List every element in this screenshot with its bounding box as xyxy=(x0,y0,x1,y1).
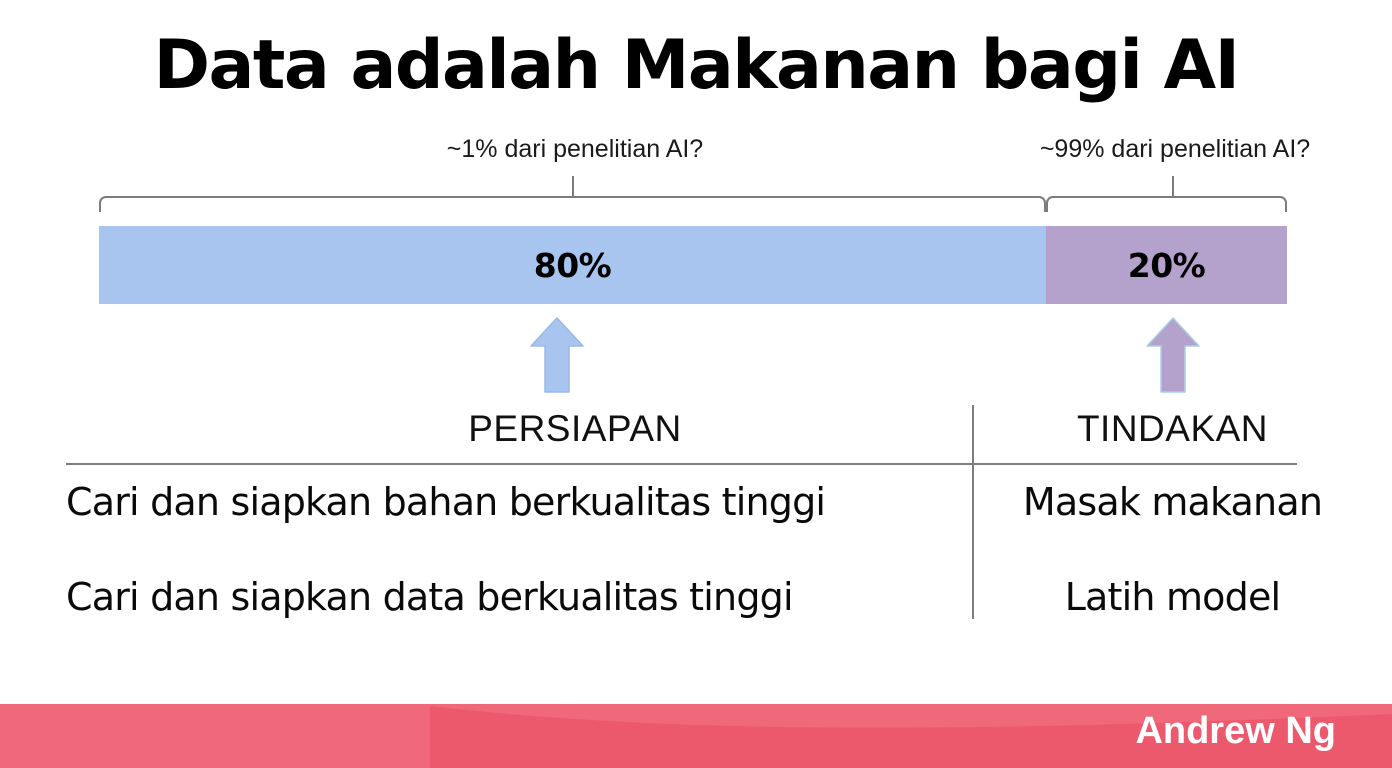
footer-band: Andrew Ng xyxy=(0,704,1392,768)
left-share-annotation: ~1% dari penelitian AI? xyxy=(446,135,704,163)
bar-segment-persiapan: 80% xyxy=(99,226,1046,304)
prep-arrow-icon xyxy=(529,316,585,394)
horizontal-divider xyxy=(66,463,1297,465)
author-name: Andrew Ng xyxy=(1135,710,1336,752)
section-caption-tindakan: TINDAKAN xyxy=(1076,408,1269,449)
bar-segment-tindakan: 20% xyxy=(1046,226,1287,304)
section-caption-persiapan: PERSIAPAN xyxy=(468,408,682,449)
right-bracket-tick xyxy=(1172,176,1174,198)
detail-right-row-1: Masak makanan xyxy=(1022,480,1323,524)
left-bracket-tick xyxy=(572,176,574,198)
detail-right-row-2: Latih model xyxy=(1064,575,1281,619)
right-bracket xyxy=(1046,196,1287,212)
detail-left-row-1: Cari dan siapkan bahan berkualitas tingg… xyxy=(66,480,826,524)
action-arrow-icon xyxy=(1145,316,1201,394)
page-title: Data adalah Makanan bagi AI xyxy=(153,26,1240,105)
footer-swoosh-decoration xyxy=(430,706,1392,768)
detail-left-row-2: Cari dan siapkan data berkualitas tinggi xyxy=(66,575,794,619)
right-share-annotation: ~99% dari penelitian AI? xyxy=(1039,135,1311,163)
left-bracket xyxy=(99,196,1046,212)
proportion-bar: 80% 20% xyxy=(99,226,1287,304)
vertical-divider xyxy=(972,405,974,619)
